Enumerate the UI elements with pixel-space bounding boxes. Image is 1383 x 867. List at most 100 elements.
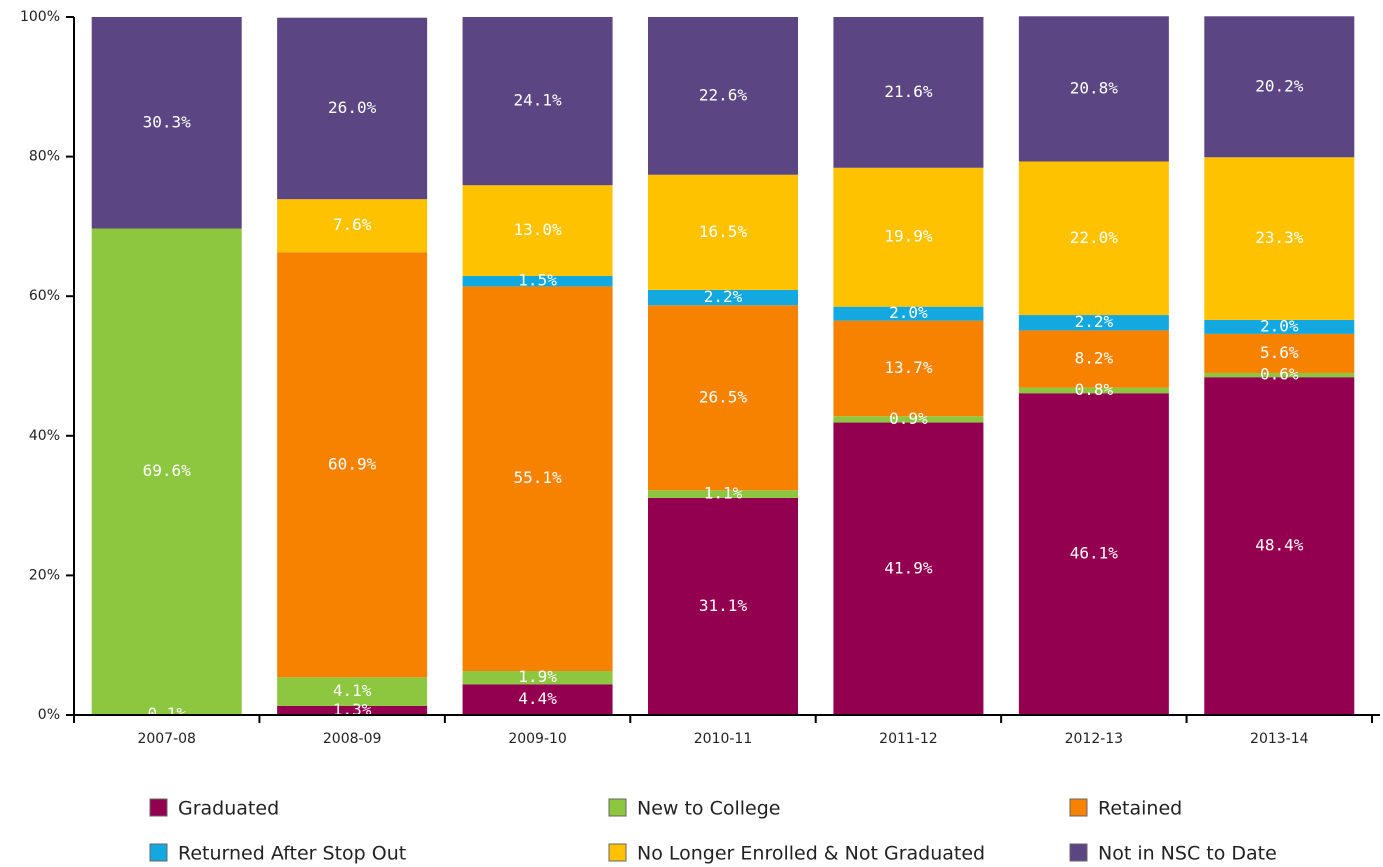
data-label-new-to-college-2009-10: 1.9% — [518, 667, 557, 686]
bar-segment-not-in-nsc-to-date-2011-12 — [833, 17, 984, 168]
data-label-returned-after-stop-out-2010-11: 2.2% — [704, 287, 743, 306]
data-label-retained-2011-12: 13.7% — [884, 358, 933, 377]
bar-segment-not-in-nsc-to-date-2012-13 — [1018, 16, 1169, 162]
legend-label: New to College — [637, 798, 780, 820]
bar-segment-graduated-2013-14 — [1204, 377, 1355, 715]
bar-segment-not-in-nsc-to-date-2010-11 — [648, 17, 798, 175]
bar-segment-no-longer-enrolled-not-graduated-2011-12 — [833, 167, 984, 307]
bar-segment-new-to-college-2011-12 — [833, 416, 984, 423]
data-label-no-longer-enrolled-not-graduated-2012-13: 22.0% — [1070, 228, 1119, 247]
data-label-graduated-2012-13: 46.1% — [1070, 544, 1119, 563]
axes-layer: 0% 20% 40% 60% 80% 100% 2007-08 2008-09 2009-10 2… — [20, 9, 1380, 747]
x-tick-label: 2008-09 — [323, 731, 382, 747]
bar-segment-retained-2010-11 — [648, 305, 798, 491]
legend-item-no-longer-enrolled-not-graduated: No Longer Enrolled & Not Graduated — [608, 843, 985, 865]
y-tick-label: 100% — [20, 9, 60, 25]
y-tick-label: 80% — [29, 149, 60, 165]
bar-segment-retained-2013-14 — [1204, 333, 1355, 373]
data-label-not-in-nsc-to-date-2008-09: 26.0% — [328, 98, 377, 117]
legend-item-retained: Retained — [1069, 798, 1182, 820]
data-label-no-longer-enrolled-not-graduated-2013-14: 23.3% — [1255, 228, 1304, 247]
bar-segment-graduated-2010-11 — [648, 497, 798, 715]
data-label-retained-2009-10: 55.1% — [513, 468, 562, 487]
bar-segment-new-to-college-2010-11 — [648, 490, 798, 498]
data-label-new-to-college-2008-09: 4.1% — [333, 681, 372, 700]
bar-segment-graduated-2008-09 — [277, 705, 428, 715]
legend-swatch — [608, 843, 627, 862]
legend-label: No Longer Enrolled & Not Graduated — [637, 843, 985, 865]
data-label-new-to-college-2007-08: 69.6% — [143, 461, 192, 480]
bar-segment-new-to-college-2007-08 — [91, 228, 242, 715]
bar-segment-returned-after-stop-out-2009-10 — [462, 275, 613, 287]
bar-segment-not-in-nsc-to-date-2013-14 — [1204, 16, 1355, 158]
bar-segment-not-in-nsc-to-date-2008-09 — [277, 17, 428, 200]
segment-labels-layer: 0.1% 69.6% 30.3% 1.3%4.1% 60.9% 7.6% 26.0% 4.4%… — [143, 76, 1304, 723]
y-tick-label: 60% — [29, 288, 60, 304]
bar-segment-retained-2009-10 — [462, 286, 613, 672]
data-label-returned-after-stop-out-2012-13: 2.2% — [1075, 312, 1114, 331]
legend-item-not-in-nsc-to-date: Not in NSC to Date — [1069, 843, 1277, 865]
x-tick-label: 2012-13 — [1065, 731, 1124, 747]
bar-segment-no-longer-enrolled-not-graduated-2012-13 — [1018, 161, 1169, 316]
data-label-returned-after-stop-out-2011-12: 2.0% — [889, 303, 928, 322]
bar-segment-graduated-2011-12 — [833, 422, 984, 715]
legend-label: Retained — [1098, 798, 1182, 820]
x-tick-label: 2013-14 — [1250, 731, 1309, 747]
legend-label: Returned After Stop Out — [178, 843, 406, 865]
bar-segment-no-longer-enrolled-not-graduated-2010-11 — [648, 174, 798, 290]
legend-item-returned-after-stop-out: Returned After Stop Out — [149, 843, 406, 865]
data-label-not-in-nsc-to-date-2012-13: 20.8% — [1070, 78, 1119, 97]
data-label-new-to-college-2010-11: 1.1% — [704, 484, 743, 503]
data-label-new-to-college-2012-13: 0.8% — [1075, 380, 1114, 399]
bar-segment-graduated-2012-13 — [1018, 393, 1169, 715]
data-label-not-in-nsc-to-date-2009-10: 24.1% — [513, 91, 562, 110]
bar-segment-new-to-college-2013-14 — [1204, 372, 1355, 378]
bar-segment-retained-2011-12 — [833, 320, 984, 417]
legend: Graduated New to College Retained Returned … — [149, 798, 1277, 865]
data-label-retained-2010-11: 26.5% — [699, 387, 748, 406]
bar-segment-no-longer-enrolled-not-graduated-2008-09 — [277, 199, 428, 253]
legend-label: Not in NSC to Date — [1098, 843, 1277, 865]
data-label-no-longer-enrolled-not-graduated-2010-11: 16.5% — [699, 222, 748, 241]
bar-segment-returned-after-stop-out-2012-13 — [1018, 315, 1169, 331]
bar-segment-graduated-2009-10 — [462, 684, 613, 715]
bar-segment-new-to-college-2012-13 — [1018, 387, 1169, 394]
bar-segment-new-to-college-2008-09 — [277, 677, 428, 706]
bars-layer — [91, 16, 1355, 715]
bar-segment-no-longer-enrolled-not-graduated-2013-14 — [1204, 157, 1355, 320]
data-label-not-in-nsc-to-date-2011-12: 21.6% — [884, 82, 933, 101]
bar-segment-retained-2008-09 — [277, 252, 428, 678]
legend-swatch — [1069, 798, 1088, 817]
bar-segment-returned-after-stop-out-2010-11 — [648, 289, 798, 306]
y-tick-label: 20% — [29, 567, 60, 583]
bar-segment-new-to-college-2009-10 — [462, 671, 613, 685]
data-label-graduated-2008-09: 1.3% — [333, 700, 372, 719]
data-label-returned-after-stop-out-2009-10: 1.5% — [518, 271, 557, 290]
bar-segment-not-in-nsc-to-date-2007-08 — [91, 17, 242, 229]
data-label-graduated-2007-08: 0.1% — [147, 704, 186, 723]
legend-label: Graduated — [178, 798, 279, 820]
x-tick-label: 2011-12 — [879, 731, 938, 747]
legend-swatch — [149, 843, 168, 862]
data-label-new-to-college-2011-12: 0.9% — [889, 409, 928, 428]
data-label-retained-2008-09: 60.9% — [328, 454, 377, 473]
bar-segment-returned-after-stop-out-2011-12 — [833, 306, 984, 321]
data-label-retained-2013-14: 5.6% — [1260, 343, 1299, 362]
legend-item-graduated: Graduated — [149, 798, 279, 820]
legend-swatch — [149, 798, 168, 817]
data-label-no-longer-enrolled-not-graduated-2008-09: 7.6% — [333, 215, 372, 234]
data-label-retained-2012-13: 8.2% — [1075, 349, 1114, 368]
x-tick-label: 2009-10 — [508, 731, 567, 747]
y-tick-label: 40% — [29, 428, 60, 444]
data-label-new-to-college-2013-14: 0.6% — [1260, 365, 1299, 384]
data-label-not-in-nsc-to-date-2007-08: 30.3% — [143, 112, 192, 131]
legend-swatch — [1069, 843, 1088, 862]
bar-segment-retained-2012-13 — [1018, 330, 1169, 388]
bar-segment-not-in-nsc-to-date-2009-10 — [462, 17, 613, 186]
data-label-graduated-2010-11: 31.1% — [699, 596, 748, 615]
legend-item-new-to-college: New to College — [608, 798, 780, 820]
x-tick-label: 2010-11 — [694, 731, 753, 747]
data-label-no-longer-enrolled-not-graduated-2011-12: 19.9% — [884, 227, 933, 246]
x-tick-label: 2007-08 — [137, 731, 196, 747]
data-label-not-in-nsc-to-date-2010-11: 22.6% — [699, 85, 748, 104]
